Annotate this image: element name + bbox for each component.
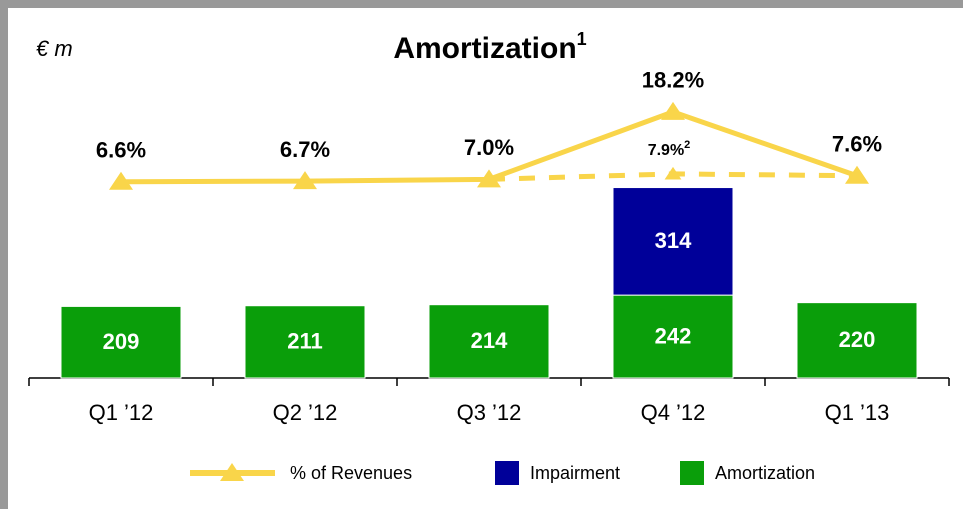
bar-label: 242 xyxy=(655,323,692,348)
bar xyxy=(796,302,918,379)
bar xyxy=(612,294,734,379)
title-text: Amortization xyxy=(393,32,576,65)
legend-marker xyxy=(220,463,244,481)
line-marker xyxy=(477,169,501,188)
bar xyxy=(428,304,550,379)
line-marker xyxy=(661,101,685,120)
adjusted-label: 7.9%2 xyxy=(648,139,691,159)
adjusted-marker xyxy=(664,166,682,180)
legend-label: Amortization xyxy=(715,463,815,483)
x-tick-label: Q1 ’12 xyxy=(89,400,154,425)
line-label: 7.6% xyxy=(832,132,882,157)
line-label: 18.2% xyxy=(642,68,704,93)
line-label: 7.0% xyxy=(464,135,514,160)
bar xyxy=(612,187,734,296)
chart-title: Amortization1 xyxy=(393,29,586,65)
bar xyxy=(60,305,182,379)
bar xyxy=(244,305,366,379)
title-note: 1 xyxy=(577,29,587,49)
bar-label: 211 xyxy=(287,329,323,354)
legend-swatch xyxy=(495,461,519,485)
legend-label: % of Revenues xyxy=(290,463,412,483)
unit-label: € m xyxy=(36,36,73,61)
line-label: 6.7% xyxy=(280,137,330,162)
line-marker xyxy=(293,171,317,190)
line-marker xyxy=(845,165,869,184)
legend-swatch xyxy=(680,461,704,485)
x-tick-label: Q2 ’12 xyxy=(273,400,338,425)
bar-label: 214 xyxy=(471,328,508,353)
x-tick-label: Q3 ’12 xyxy=(457,400,522,425)
adjusted-note: 2 xyxy=(684,139,690,151)
legend-label: Impairment xyxy=(530,463,620,483)
line-label: 6.6% xyxy=(96,138,146,163)
line-marker xyxy=(109,171,133,190)
x-tick-label: Q1 ’13 xyxy=(825,400,890,425)
x-tick-label: Q4 ’12 xyxy=(641,400,706,425)
bar-label: 209 xyxy=(103,329,140,354)
adjusted-label-text: 7.9% xyxy=(648,142,684,159)
bar-label: 314 xyxy=(655,228,692,253)
bar-label: 220 xyxy=(839,327,876,352)
